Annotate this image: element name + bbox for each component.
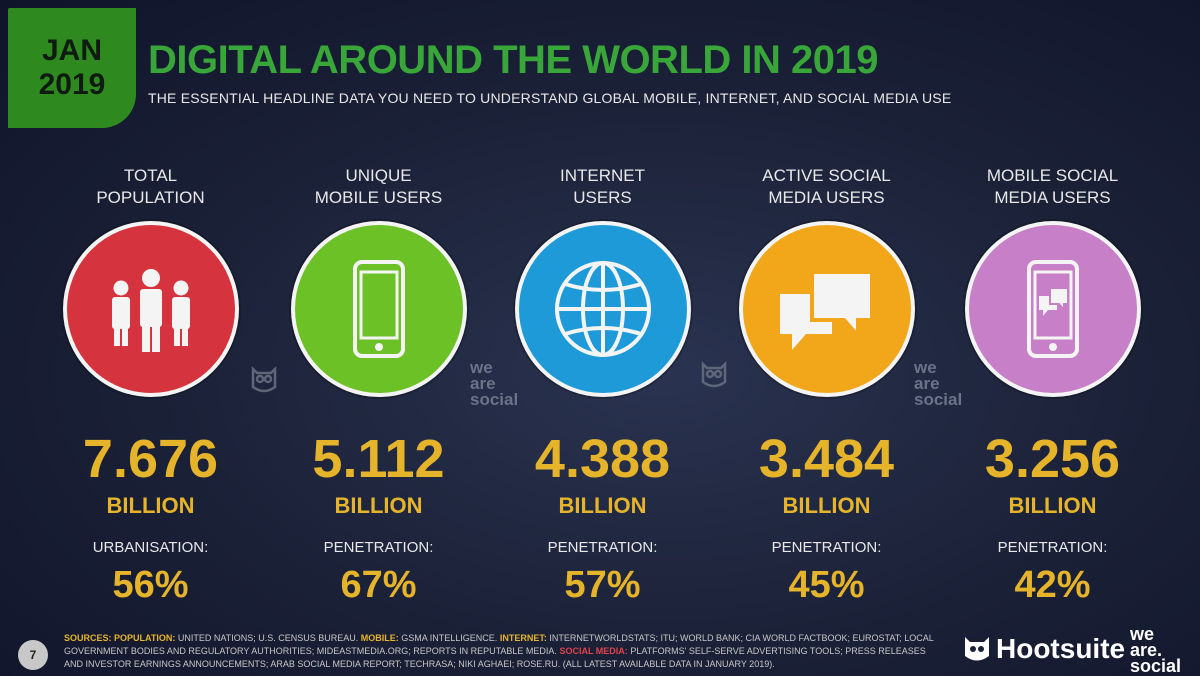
stat-metric-value: 57% — [564, 564, 641, 606]
stat-value: 3.256 — [984, 429, 1121, 489]
page-title: DIGITAL AROUND THE WORLD IN 2019 — [148, 38, 878, 82]
owl-watermark-icon — [251, 365, 277, 393]
owl-watermark-icon — [701, 360, 727, 388]
mobile-chat-icon — [964, 221, 1141, 397]
hootsuite-owl-icon — [965, 637, 989, 661]
stat-unit: BILLION — [334, 493, 423, 518]
page-number: 7 — [18, 640, 48, 670]
stat-unit: BILLION — [782, 493, 871, 518]
stat-internet-users: INTERNET USERS 4.388 BILLION PENETRATION… — [490, 165, 715, 607]
stat-value: 5.112 — [312, 429, 445, 489]
hootsuite-logo: Hootsuite — [962, 633, 1125, 665]
stat-metric-label: URBANISATION: — [92, 539, 209, 556]
stat-label: ACTIVE SOCIAL MEDIA USERS — [762, 166, 891, 207]
stat-metric-value: 42% — [1014, 564, 1091, 606]
date-month: JAN — [41, 34, 102, 67]
stat-active-social-media-users: ACTIVE SOCIAL MEDIA USERS 3.484 BILLION … — [714, 165, 939, 607]
stat-metric-value: 45% — [788, 564, 865, 606]
stat-label: INTERNET USERS — [560, 166, 645, 207]
stat-unit: BILLION — [558, 493, 647, 518]
page-subtitle: THE ESSENTIAL HEADLINE DATA YOU NEED TO … — [148, 90, 952, 106]
people-icon — [62, 221, 239, 397]
stat-value: 3.484 — [758, 429, 895, 489]
stat-value: 7.676 — [82, 429, 219, 489]
stat-metric-label: PENETRATION: — [547, 539, 658, 556]
stat-value: 4.388 — [534, 429, 671, 489]
stat-unit: BILLION — [1008, 493, 1097, 518]
we-are-social-watermark: we are social — [470, 358, 519, 409]
stat-metric-value: 67% — [340, 564, 417, 606]
globe-icon — [514, 221, 691, 397]
we-are-social-watermark: we are social — [914, 358, 963, 409]
date-badge: JAN 2019 — [8, 8, 136, 128]
stat-label: UNIQUE MOBILE USERS — [314, 166, 443, 207]
stat-unique-mobile-users: UNIQUE MOBILE USERS 5.112 BILLION PENETR… — [266, 165, 491, 607]
sources-text: SOURCES: POPULATION: UNITED NATIONS; U.S… — [64, 633, 934, 669]
stat-unit: BILLION — [106, 493, 195, 518]
stat-metric-label: PENETRATION: — [771, 539, 882, 556]
stat-label: MOBILE SOCIAL MEDIA USERS — [986, 166, 1119, 207]
stat-mobile-social-media-users: MOBILE SOCIAL MEDIA USERS 3.256 BILLION … — [940, 165, 1165, 607]
stat-label: TOTAL POPULATION — [96, 166, 205, 207]
stat-metric-value: 56% — [112, 564, 189, 606]
stat-total-population: TOTAL POPULATION 7.676 BILLION URBANISAT… — [38, 165, 263, 607]
stat-metric-label: PENETRATION: — [997, 539, 1108, 556]
stat-metric-label: PENETRATION: — [323, 539, 434, 556]
chat-bubbles-icon — [738, 221, 915, 397]
date-year: 2019 — [38, 68, 106, 101]
we-are-social-logo: we are. social — [1130, 624, 1182, 676]
mobile-phone-icon — [290, 221, 467, 397]
